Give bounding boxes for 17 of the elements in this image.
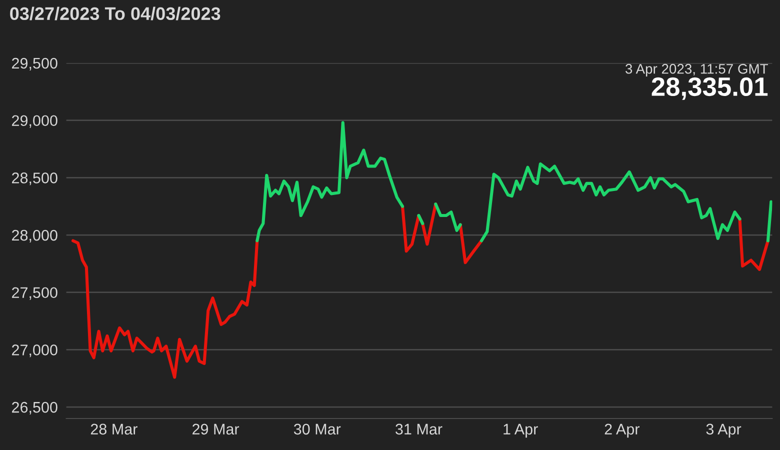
x-tick-label: 1 Apr xyxy=(504,424,538,438)
y-tick-label: 26,500 xyxy=(12,402,58,415)
y-tick-label: 27,000 xyxy=(12,344,58,358)
y-tick-label: 29,000 xyxy=(12,115,58,128)
x-tick-label: 28 Mar xyxy=(90,424,138,435)
x-tick-label: 31 Mar xyxy=(396,424,442,435)
y-tick-label: 27,500 xyxy=(12,287,58,300)
y-tick-label: 28,000 xyxy=(12,230,58,243)
chart-title: 03/27/2023 To 04/03/2023 xyxy=(10,6,220,20)
x-tick-label: 30 Mar xyxy=(294,424,341,435)
annotation: 28,335.01 xyxy=(652,77,768,100)
annotation: 3 Apr 2023, 11:57 GMT xyxy=(625,64,768,76)
x-tick-label: 29 Mar xyxy=(192,424,240,435)
x-tick-label: 3 Apr xyxy=(706,424,742,438)
y-tick-label: 28,500 xyxy=(12,172,58,186)
y-tick-label: 29,500 xyxy=(12,58,58,70)
x-tick-label: 2 Apr xyxy=(604,424,640,438)
